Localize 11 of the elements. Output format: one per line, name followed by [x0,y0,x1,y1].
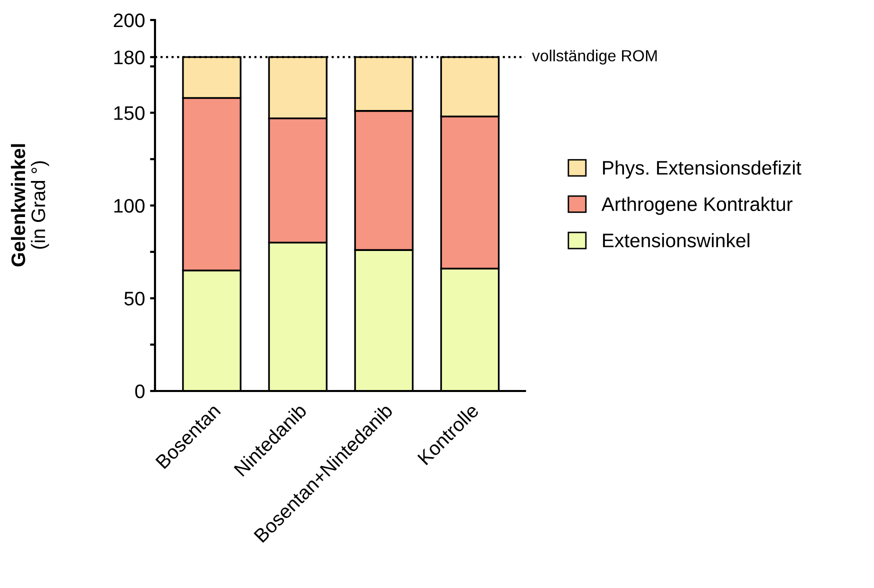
legend-label: Phys. Extensionsdefizit [603,160,802,179]
ref-line-label: vollständige ROM [532,50,657,65]
y-tick-label: 200 [114,13,145,28]
y-tick-label: 150 [114,106,145,120]
y-tick-label: 50 [124,292,145,306]
y-tick-label: 100 [114,198,145,213]
legend-label: Arthrogene Kontraktur [601,196,792,215]
y-tick-label: 0 [135,384,145,398]
y-tick-label: 180 [114,50,145,64]
legend-label: Extensionswinkel [603,233,750,248]
y-axis-title: Gelenkwinkel (in Grad °) [10,144,50,266]
